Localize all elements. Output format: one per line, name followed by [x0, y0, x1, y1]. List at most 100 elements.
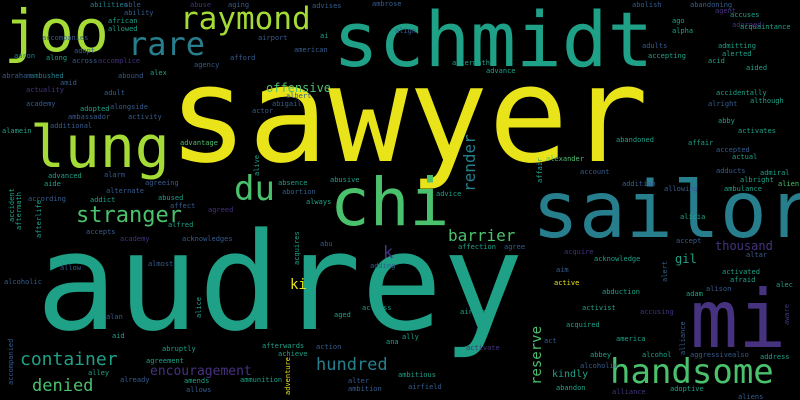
- word-adventure: adventure: [284, 357, 292, 395]
- word-abolish: abolish: [632, 1, 662, 9]
- word-accepting: accepting: [648, 52, 686, 60]
- word-activated: activated: [722, 268, 760, 276]
- word-although: although: [750, 97, 784, 105]
- word-acquires: acquires: [293, 231, 301, 265]
- word-adducts: adducts: [716, 167, 746, 175]
- word-aim: aim: [556, 266, 569, 274]
- word-aided: aided: [746, 64, 768, 72]
- word-alliance-2: alliance: [679, 321, 687, 355]
- word-ally: ally: [402, 333, 419, 341]
- word-accept: accept: [676, 237, 702, 245]
- word-thousand: thousand: [715, 239, 773, 253]
- word-allows: allows: [186, 386, 212, 394]
- word-chi: chi: [330, 164, 450, 241]
- word-abortion: abortion: [282, 188, 316, 196]
- word-advises: advises: [312, 2, 342, 10]
- word-affair: affair: [688, 139, 714, 147]
- word-audrey: audrey: [36, 204, 524, 361]
- word-aircraft: aircraft: [460, 308, 494, 316]
- word-accompanies: accompanies: [42, 34, 89, 42]
- word-accompanied: accompanied: [7, 338, 15, 385]
- word-adult: adult: [104, 89, 126, 97]
- word-sailor: sailor: [532, 166, 800, 256]
- word-alpha: alpha: [672, 27, 694, 35]
- word-adopt: adopt: [74, 47, 96, 55]
- word-act: act: [544, 337, 557, 345]
- word-actual: actual: [732, 153, 758, 161]
- word-advance: advance: [486, 67, 516, 75]
- word-alexander: alexander: [546, 155, 584, 163]
- word-allow: allow: [60, 264, 82, 272]
- word-amid: amid: [60, 79, 77, 87]
- word-ability: ability: [124, 9, 154, 17]
- word-alternate: alternate: [106, 187, 144, 195]
- word-adopted: adopted: [80, 105, 110, 113]
- word-allowed: allowed: [108, 25, 138, 33]
- word-aftermath: aftermath: [452, 59, 490, 67]
- word-abbey: abbey: [590, 351, 612, 359]
- word-abraham: abraham: [2, 72, 32, 80]
- word-alley: alley: [88, 369, 110, 377]
- word-adults: adults: [642, 42, 668, 50]
- word-align: align: [395, 27, 417, 35]
- word-alcoholic-2: alcoholic: [580, 362, 618, 370]
- word-ambitious: ambitious: [398, 371, 436, 379]
- word-abandoned: abandoned: [616, 136, 654, 144]
- word-all: all: [476, 326, 489, 334]
- word-actuality: actuality: [26, 86, 64, 94]
- word-alliance: alliance: [612, 388, 646, 396]
- word-advantage: advantage: [180, 139, 218, 147]
- word-hundred: hundred: [316, 355, 388, 375]
- word-handsome: handsome: [610, 352, 774, 392]
- word-afterlife: afterlife: [35, 200, 43, 238]
- word-albright: albright: [740, 176, 774, 184]
- word-kindly: kindly: [552, 369, 589, 380]
- word-alongside: alongside: [110, 103, 148, 111]
- word-agreed: agreed: [208, 206, 234, 214]
- word-sawyer: sawyer: [168, 39, 649, 193]
- word-alright: alright: [708, 100, 738, 108]
- word-afterwards: afterwards: [262, 342, 305, 350]
- word-afford: afford: [230, 54, 256, 62]
- word-ambulance: ambulance: [724, 185, 762, 193]
- word-agent: agent: [715, 7, 737, 15]
- word-actor: actor: [252, 107, 274, 115]
- word-joo: joo: [4, 0, 109, 65]
- word-k: k: [383, 243, 394, 263]
- word-agreeing: agreeing: [145, 179, 179, 187]
- word-academy-2: academy: [120, 235, 150, 243]
- word-ana: ana: [386, 338, 399, 346]
- word-schmidt: schmidt: [333, 0, 654, 84]
- word-accuses: accuses: [730, 11, 760, 19]
- word-albert: albert: [286, 92, 312, 100]
- word-affair-2: affair: [536, 157, 544, 183]
- word-abruptly: abruptly: [162, 345, 196, 353]
- word-aid: aid: [112, 332, 125, 340]
- word-acknowledge: acknowledge: [594, 255, 641, 263]
- word-according: according: [28, 195, 66, 203]
- word-alcoholic: alcoholic: [4, 278, 42, 286]
- word-also: also: [732, 351, 749, 359]
- word-airfield: airfield: [408, 383, 442, 391]
- word-absence: absence: [278, 179, 308, 187]
- word-adding: adding: [370, 262, 396, 270]
- word-lung: lung: [30, 113, 170, 181]
- word-gil: gil: [675, 252, 697, 266]
- word-alert: alert: [661, 260, 669, 282]
- word-accomplice: accomplice: [98, 57, 141, 65]
- word-reserve: reserve: [529, 325, 545, 385]
- word-barrier: barrier: [448, 226, 516, 245]
- word-ago: ago: [672, 17, 685, 25]
- word-activity: activity: [128, 113, 162, 121]
- word-alec: alec: [776, 281, 793, 289]
- word-alfred: alfred: [168, 221, 194, 229]
- word-rare: rare: [128, 25, 206, 63]
- word-alarm: alarm: [104, 171, 126, 179]
- word-abused: abused: [158, 194, 184, 202]
- word-afraid: afraid: [730, 276, 756, 284]
- word-alan: alan: [106, 313, 123, 321]
- word-airport: airport: [258, 34, 288, 42]
- word-alicia: alicia: [680, 213, 706, 221]
- word-active: active: [554, 279, 580, 287]
- word-ambassador: ambassador: [68, 113, 111, 121]
